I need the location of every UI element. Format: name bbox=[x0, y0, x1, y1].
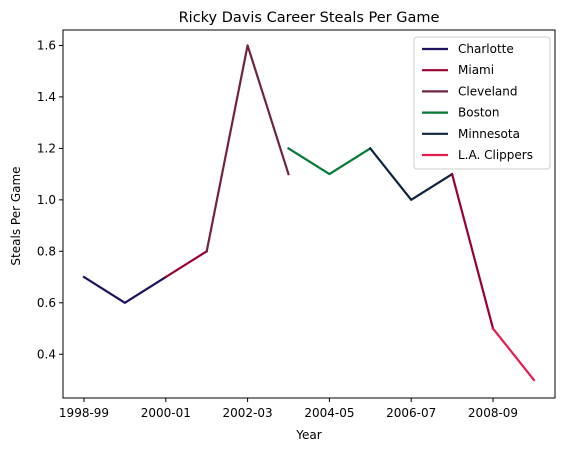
y-tick-label: 1.2 bbox=[37, 141, 56, 155]
x-axis-label: Year bbox=[295, 428, 321, 442]
legend-label: Miami bbox=[458, 63, 494, 77]
series-line-l-a-clippers-6 bbox=[491, 326, 536, 382]
y-tick-label: 1.0 bbox=[37, 193, 56, 207]
x-tick-label: 2008-09 bbox=[468, 406, 518, 420]
plot-frame bbox=[62, 29, 556, 399]
series-line-minnesota-4 bbox=[368, 146, 454, 201]
series-group bbox=[82, 44, 536, 382]
x-tick-label: 2006-07 bbox=[386, 406, 436, 420]
legend-label: Boston bbox=[458, 106, 499, 120]
y-axis-label: Steals Per Game bbox=[9, 166, 23, 265]
y-tick-label: 0.8 bbox=[37, 244, 56, 258]
y-tick-label: 0.4 bbox=[37, 347, 56, 361]
x-tick-label: 1998-99 bbox=[59, 406, 109, 420]
y-tick-label: 1.4 bbox=[37, 90, 56, 104]
legend-label: L.A. Clippers bbox=[458, 148, 533, 162]
x-tick-label: 2004-05 bbox=[304, 406, 354, 420]
series-line-cleveland-2 bbox=[205, 44, 290, 253]
y-tick-label: 0.6 bbox=[37, 296, 56, 310]
legend-label: Charlotte bbox=[458, 42, 514, 56]
ticks-group: 1998-99 2000-01 2002-03 2004-05 2006-07 2008-… bbox=[37, 38, 518, 420]
series-line-boston-3 bbox=[286, 146, 372, 176]
legend-label: Minnesota bbox=[458, 127, 520, 141]
x-tick-label: 2002-03 bbox=[223, 406, 273, 420]
y-tick-label: 1.6 bbox=[37, 38, 56, 52]
series-line-miami-5 bbox=[450, 172, 495, 330]
series-line-miami-1 bbox=[164, 249, 209, 279]
series-line-charlotte-0 bbox=[82, 275, 168, 304]
chart-title: Ricky Davis Career Steals Per Game bbox=[179, 10, 440, 26]
legend: Charlotte Miami Cleveland Boston Minnesota L.… bbox=[413, 36, 551, 170]
legend-label: Cleveland bbox=[458, 84, 518, 98]
x-tick-label: 2000-01 bbox=[141, 406, 191, 420]
axes-group bbox=[62, 29, 556, 399]
